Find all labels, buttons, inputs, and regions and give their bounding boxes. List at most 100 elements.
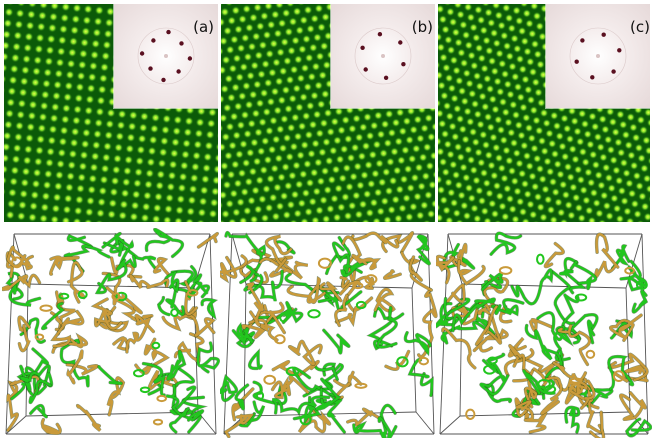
- lattice-spot: [229, 112, 239, 122]
- lattice-spot: [449, 198, 459, 208]
- lattice-spot: [300, 140, 310, 150]
- lattice-spot: [563, 162, 573, 172]
- lattice-spot: [448, 17, 458, 27]
- vortex-line: [589, 411, 605, 438]
- lattice-spot: [489, 133, 498, 142]
- lattice-spot: [561, 190, 571, 200]
- lattice-spot: [588, 150, 598, 160]
- lattice-spot: [36, 134, 46, 145]
- lattice-spot: [411, 144, 421, 154]
- lattice-spot: [369, 121, 379, 131]
- lattice-spot: [438, 165, 441, 174]
- lattice-spot: [474, 148, 484, 157]
- lattice-spot: [571, 221, 577, 222]
- vortex-line: [41, 302, 65, 330]
- lattice-spot: [248, 167, 258, 177]
- lattice-spot: [277, 18, 287, 28]
- lattice-spot: [254, 50, 264, 61]
- lattice-spot: [4, 164, 9, 174]
- lattice-spot: [525, 161, 535, 171]
- lattice-spot: [46, 34, 56, 44]
- lattice-spot: [231, 82, 241, 93]
- lattice-spot: [45, 45, 55, 55]
- vortex-line: [18, 324, 31, 352]
- lattice-spot: [140, 213, 150, 222]
- vortex-line: [477, 277, 509, 315]
- box-edge: [411, 287, 417, 413]
- lattice-spot: [629, 161, 639, 171]
- lattice-spot: [381, 167, 391, 177]
- vortex-line: [619, 260, 647, 292]
- lattice-spot: [240, 33, 250, 43]
- lattice-spot: [221, 161, 229, 171]
- lattice-spot: [568, 144, 578, 154]
- lattice-spot: [391, 118, 401, 128]
- lattice-spot: [103, 29, 113, 39]
- lattice-spot: [446, 150, 456, 159]
- lattice-spot: [279, 220, 287, 222]
- lattice-spot: [639, 125, 649, 135]
- vortex-ring: [498, 266, 513, 275]
- lattice-spot: [579, 185, 589, 195]
- lattice-spot: [77, 172, 87, 183]
- lattice-spot: [236, 120, 246, 130]
- lattice-spot: [511, 4, 517, 5]
- lattice-spot: [293, 131, 303, 142]
- lattice-spot: [605, 211, 615, 221]
- lattice-spot: [424, 113, 434, 123]
- lattice-spot: [263, 78, 273, 88]
- lattice-spot: [253, 204, 263, 214]
- vortex-ring: [396, 356, 409, 368]
- vortex-line: [2, 274, 41, 291]
- lattice-spot: [30, 77, 41, 88]
- lattice-spot: [43, 67, 53, 78]
- vortex-line: [510, 268, 553, 306]
- vortex-line: [276, 240, 296, 255]
- lattice-spot: [132, 178, 143, 188]
- lattice-spot: [444, 216, 454, 222]
- vortex-line: [6, 245, 34, 270]
- lattice-spot: [533, 192, 543, 202]
- lattice-spot: [271, 211, 281, 222]
- lattice-spot: [4, 153, 10, 163]
- lattice-spot: [514, 16, 524, 26]
- lattice-spot: [151, 214, 161, 222]
- vortex-line: [340, 259, 372, 286]
- lattice-spot: [312, 186, 322, 197]
- lattice-spot: [423, 190, 433, 200]
- lattice-spot: [166, 182, 176, 192]
- lattice-spot: [314, 80, 324, 91]
- vortex-line: [489, 232, 522, 256]
- lattice-spot: [274, 4, 284, 9]
- lattice-spot: [279, 114, 289, 124]
- lattice-spot: [553, 159, 563, 169]
- lattice-spot: [316, 99, 326, 109]
- lattice-spot: [468, 127, 478, 137]
- lattice-spot: [357, 151, 367, 161]
- vortex-ring: [151, 341, 161, 350]
- lattice-spot: [470, 203, 479, 213]
- lattice-spot: [4, 175, 8, 185]
- lattice-spot: [256, 69, 267, 79]
- lattice-spot: [206, 118, 216, 129]
- lattice-spot: [281, 162, 291, 172]
- vortex-box-b: [220, 228, 438, 438]
- vortex-line: [224, 231, 266, 272]
- lattice-spot: [320, 166, 330, 176]
- lattice-spot: [504, 118, 513, 127]
- vortex-ring: [263, 374, 277, 385]
- lattice-spot: [249, 215, 259, 222]
- lattice-spot: [523, 189, 533, 199]
- lattice-spot: [223, 26, 233, 36]
- lattice-spot: [335, 154, 345, 164]
- lattice-spot: [587, 216, 597, 222]
- lattice-spot: [354, 132, 364, 143]
- fourier-peak: [151, 38, 156, 43]
- lattice-spot: [191, 151, 202, 161]
- vortex-line: [594, 233, 619, 279]
- vortex-line: [351, 231, 399, 248]
- vortex-line: [479, 362, 509, 396]
- lattice-spot: [620, 196, 630, 206]
- lattice-spot: [237, 91, 247, 101]
- lattice-spot: [116, 120, 126, 130]
